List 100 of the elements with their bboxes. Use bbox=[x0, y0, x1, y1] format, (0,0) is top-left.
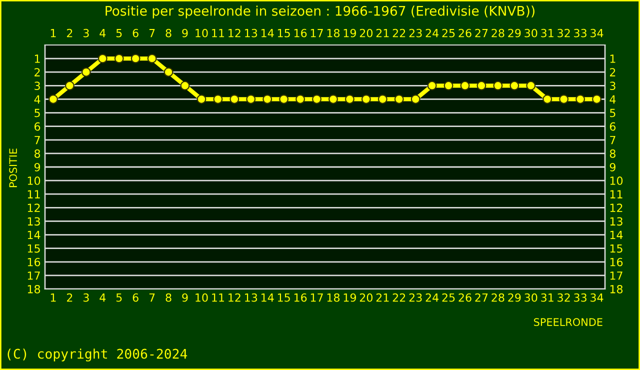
x-tick-label: 21 bbox=[376, 293, 389, 302]
x-tick-label: 4 bbox=[100, 294, 106, 302]
x-tick-label: 27 bbox=[475, 293, 488, 302]
point bbox=[180, 80, 190, 90]
x2-tick-label: 32 bbox=[558, 28, 570, 38]
x2-tick-label: 21 bbox=[376, 28, 389, 38]
y2-tick-label: 6 bbox=[610, 122, 616, 131]
point bbox=[559, 94, 569, 104]
y2-tick-label: 1 bbox=[610, 54, 616, 63]
x-tick-label: 26 bbox=[458, 293, 472, 302]
x2-tick-label: 29 bbox=[508, 28, 521, 38]
y-tick-label: 18 bbox=[28, 284, 40, 294]
x-tick-label: 19 bbox=[344, 293, 356, 302]
point bbox=[361, 94, 371, 104]
y2-tick-label: 10 bbox=[610, 176, 623, 185]
point bbox=[592, 94, 602, 104]
x-tick-label: 18 bbox=[327, 293, 340, 302]
point bbox=[98, 54, 108, 64]
y-tick-label: 5 bbox=[34, 108, 40, 118]
y-tick-label: 15 bbox=[28, 244, 40, 253]
point bbox=[296, 94, 306, 104]
x2-tick-label: 10 bbox=[196, 28, 208, 38]
x2-tick-label: 13 bbox=[245, 28, 258, 38]
y-tick-label: 4 bbox=[34, 95, 40, 104]
x2-tick-label: 24 bbox=[426, 28, 439, 38]
y2-tick-label: 11 bbox=[610, 190, 622, 198]
x2-tick-label: 20 bbox=[360, 28, 373, 38]
y-tick-label: 9 bbox=[34, 162, 40, 172]
x-tick-label: 11 bbox=[212, 294, 224, 302]
point bbox=[114, 54, 124, 64]
y2-tick-label: 14 bbox=[610, 230, 623, 239]
y2-tick-label: 9 bbox=[610, 162, 616, 172]
chart-title: Positie per speelronde in seizoen : 1966-1967 (Eredivisie (KNVB)) bbox=[106, 6, 534, 18]
x-tick-label: 16 bbox=[294, 293, 307, 302]
y-tick-label: 10 bbox=[28, 176, 40, 185]
x-tick-label: 10 bbox=[196, 293, 208, 302]
x-tick-label: 9 bbox=[182, 293, 188, 302]
x2-tick-label: 31 bbox=[541, 28, 554, 38]
y2-tick-label: 7 bbox=[610, 136, 616, 144]
x-tick-label: 13 bbox=[245, 293, 258, 302]
point bbox=[576, 94, 586, 104]
y-tick-label: 2 bbox=[34, 68, 40, 76]
point bbox=[460, 80, 470, 90]
y2-tick-label: 12 bbox=[610, 204, 622, 212]
y-tick-label: 16 bbox=[28, 258, 40, 266]
text: (C) copyright 2006-2024 bbox=[8, 348, 188, 362]
point bbox=[410, 94, 420, 104]
point bbox=[147, 54, 157, 64]
y2-tick-label: 17 bbox=[610, 272, 622, 280]
y2-tick-label: 8 bbox=[610, 149, 616, 158]
x2-tick-label: 33 bbox=[574, 28, 586, 38]
y-tick-label: 8 bbox=[34, 149, 40, 158]
point bbox=[213, 94, 223, 104]
point bbox=[394, 94, 404, 104]
point bbox=[312, 94, 322, 104]
x-tick-label: 23 bbox=[409, 293, 422, 302]
point bbox=[526, 80, 536, 90]
y-tick-label: 11 bbox=[28, 190, 40, 198]
point bbox=[48, 94, 58, 104]
point bbox=[230, 94, 240, 104]
point bbox=[427, 80, 437, 90]
x2-tick-label: 7 bbox=[149, 29, 155, 38]
x-tick-label: 25 bbox=[442, 293, 455, 302]
y-tick-label: 3 bbox=[34, 82, 40, 90]
x-tick-label: 33 bbox=[574, 293, 586, 302]
point bbox=[130, 54, 140, 64]
point bbox=[510, 80, 520, 90]
y2-tick-label: 3 bbox=[610, 82, 616, 90]
x2-tick-label: 22 bbox=[392, 28, 406, 38]
y2-tick-label: 5 bbox=[610, 108, 616, 118]
x-tick-label: 32 bbox=[558, 293, 570, 302]
point bbox=[542, 94, 552, 104]
x2-tick-label: 30 bbox=[524, 28, 538, 38]
x-tick-label: 20 bbox=[360, 293, 373, 302]
y2-tick-label: 18 bbox=[610, 284, 623, 294]
x-tick-label: 2 bbox=[66, 293, 72, 302]
point bbox=[164, 67, 174, 77]
x2-tick-label: 18 bbox=[327, 28, 340, 38]
x2-tick-label: 15 bbox=[278, 29, 290, 38]
point bbox=[344, 94, 354, 104]
x2-tick-label: 9 bbox=[182, 28, 188, 38]
x-tick-label: 3 bbox=[83, 293, 89, 302]
x-tick-label: 28 bbox=[492, 293, 504, 302]
x2-tick-label: 11 bbox=[212, 29, 224, 38]
y2-tick-label: 15 bbox=[610, 244, 622, 253]
point bbox=[64, 80, 74, 90]
x-tick-label: 14 bbox=[262, 294, 274, 302]
x2-tick-label: 16 bbox=[294, 28, 307, 38]
x2-tick-label: 17 bbox=[310, 29, 323, 38]
y-axis-title: POSITIE bbox=[9, 148, 18, 188]
x2-tick-label: 12 bbox=[228, 28, 240, 38]
y2-tick-label: 4 bbox=[610, 95, 616, 104]
x-tick-label: 12 bbox=[228, 293, 240, 302]
x-axis-title: SPEELRONDE bbox=[534, 318, 602, 326]
y2-tick-label: 2 bbox=[610, 68, 616, 76]
y-tick-label: 12 bbox=[28, 204, 40, 212]
x2-tick-label: 5 bbox=[116, 29, 122, 38]
x-tick-label: 7 bbox=[149, 294, 155, 302]
point bbox=[378, 94, 388, 104]
y-tick-label: 13 bbox=[28, 217, 40, 226]
